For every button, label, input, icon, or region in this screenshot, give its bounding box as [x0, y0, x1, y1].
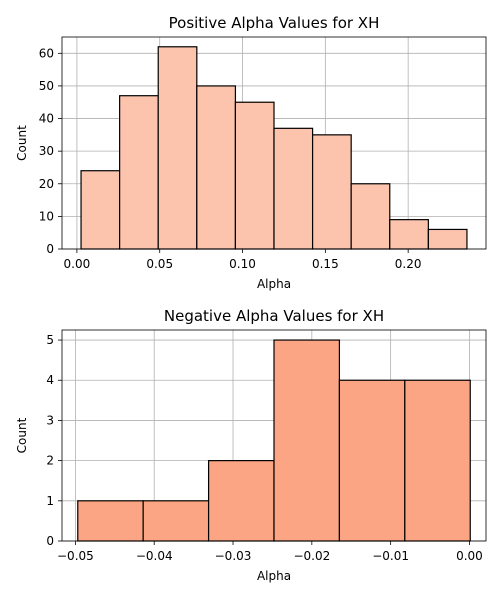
- axes-frame: [61, 329, 487, 542]
- x-tick-label: −0.02: [293, 549, 330, 563]
- y-tick-label: 20: [39, 177, 54, 191]
- y-tick-label: 5: [46, 333, 54, 347]
- y-axis-label: Count: [15, 417, 29, 453]
- x-tick-label: 0.15: [312, 257, 339, 271]
- chart-title: Negative Alpha Values for XH: [164, 307, 384, 325]
- histogram-bar: [196, 85, 237, 250]
- x-tick-label: −0.04: [136, 549, 173, 563]
- y-tick-label: 60: [39, 46, 54, 60]
- histogram-bar: [311, 134, 352, 250]
- axes-frame: [61, 36, 487, 250]
- histogram-bar: [273, 339, 341, 542]
- y-tick-label: 50: [39, 79, 54, 93]
- y-tick-label: 2: [46, 454, 54, 468]
- histogram-bar: [157, 46, 198, 250]
- histogram-bar: [119, 95, 159, 250]
- histogram-bar: [207, 460, 275, 542]
- x-tick-label: 0.00: [456, 549, 483, 563]
- ticks: 0.00 0.05 0.10 0.15 0.20 0 10 20 30 40 50 60: [39, 46, 422, 271]
- histogram-bar: [234, 101, 275, 250]
- histogram-bar: [427, 228, 468, 250]
- positive-alpha-histogram: Positive Alpha Values for XH Alpha Count…: [15, 14, 487, 291]
- y-tick-label: 0: [46, 242, 54, 256]
- histogram-bar: [142, 500, 210, 542]
- x-axis-label: Alpha: [257, 569, 291, 583]
- y-tick-label: 4: [46, 373, 54, 387]
- bars: [80, 46, 468, 250]
- histogram-bar: [350, 183, 391, 250]
- y-tick-label: 3: [46, 413, 54, 427]
- histogram-bar: [80, 170, 121, 250]
- y-tick-label: 10: [39, 209, 54, 223]
- bars: [77, 339, 471, 542]
- histogram-bar: [273, 127, 314, 250]
- ticks: −0.05 −0.04 −0.03 −0.02 −0.01 0.00 0 1 2 3 4 5: [46, 333, 482, 563]
- x-tick-label: 0.05: [146, 257, 173, 271]
- histogram-bar: [404, 379, 471, 542]
- x-tick-label: 0.10: [229, 257, 256, 271]
- y-tick-label: 40: [39, 112, 54, 126]
- x-tick-label: 0.20: [395, 257, 422, 271]
- histogram-bar: [77, 500, 144, 542]
- x-tick-label: −0.03: [215, 549, 252, 563]
- x-axis-label: Alpha: [257, 277, 291, 291]
- y-tick-label: 30: [39, 144, 54, 158]
- histogram-bar: [389, 219, 429, 250]
- x-tick-label: −0.01: [372, 549, 409, 563]
- y-tick-label: 0: [46, 534, 54, 548]
- negative-alpha-histogram: Negative Alpha Values for XH Alpha Count…: [15, 307, 487, 583]
- y-tick-label: 1: [46, 494, 54, 508]
- x-tick-label: −0.05: [57, 549, 94, 563]
- histogram-bar: [338, 379, 406, 542]
- x-tick-label: 0.00: [64, 257, 91, 271]
- chart-title: Positive Alpha Values for XH: [169, 14, 380, 32]
- y-axis-label: Count: [15, 125, 29, 161]
